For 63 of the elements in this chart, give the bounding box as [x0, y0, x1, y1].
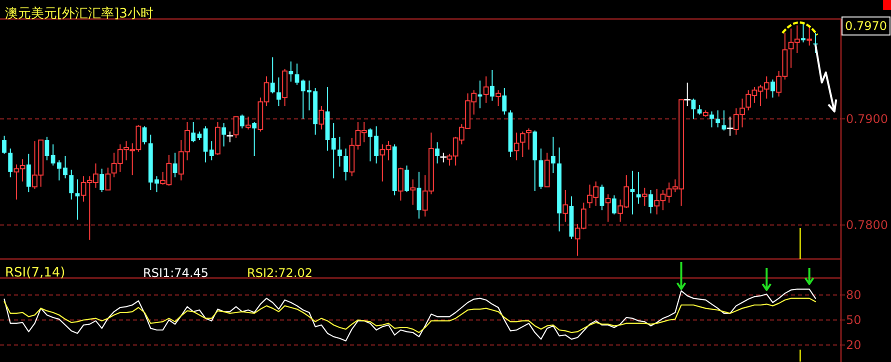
candlestick: [490, 69, 494, 102]
candlestick: [276, 76, 281, 107]
candlestick: [100, 168, 104, 193]
candlestick: [338, 136, 342, 168]
candlestick: [398, 167, 404, 202]
candlestick: [203, 126, 208, 163]
annotation: RSI1:74.45: [143, 266, 209, 280]
candlestick: [483, 76, 489, 104]
y-tick-label: 0.7800: [846, 218, 888, 232]
candlestick: [600, 184, 604, 211]
candlestick: [105, 167, 111, 190]
candlestick: [331, 122, 336, 179]
line-series: [4, 298, 816, 334]
candlestick: [69, 169, 74, 200]
candlestick: [288, 60, 294, 82]
candlestick: [318, 106, 324, 130]
candlestick: [605, 194, 611, 222]
candlestick: [26, 153, 31, 193]
candlestick: [270, 56, 275, 94]
candlestick: [691, 98, 696, 120]
candlestick: [806, 24, 812, 46]
candlestick: [562, 189, 568, 222]
candlestick: [496, 90, 501, 107]
text: 0.7970: [845, 19, 887, 33]
y-tick-label: 50: [846, 313, 862, 327]
candlestick: [344, 148, 348, 181]
candlestick: [642, 187, 648, 206]
candlestick: [716, 110, 720, 128]
y-tick-label: 20: [846, 338, 862, 352]
candlestick: [770, 79, 775, 98]
chart-title: RSI(7,14): [5, 266, 66, 280]
candlestick: [801, 22, 806, 43]
candlestick: [514, 132, 520, 161]
candlestick: [75, 178, 80, 220]
candlestick: [222, 122, 226, 147]
candlestick: [44, 136, 50, 161]
chart-title: 澳元美元[外汇汇率]3小时: [5, 6, 154, 22]
candlestick: [233, 116, 239, 138]
candlestick: [172, 152, 178, 178]
candlestick: [246, 116, 251, 130]
candlestick: [240, 114, 244, 129]
candlestick: [404, 165, 409, 193]
candlestick: [612, 194, 616, 215]
line-series: [4, 288, 816, 342]
candlestick: [526, 128, 532, 150]
y-tick-label: 0.7900: [846, 112, 888, 126]
candlestick: [410, 178, 416, 206]
candlestick: [435, 142, 440, 164]
candlestick: [252, 122, 257, 156]
candlestick: [550, 136, 556, 174]
candlestick: [636, 171, 641, 204]
candlestick: [502, 88, 507, 116]
candlestick: [722, 110, 726, 132]
candlestick: [8, 148, 13, 178]
candlestick: [2, 135, 6, 154]
candlestick: [710, 110, 714, 128]
candlestick: [209, 140, 214, 161]
candlestick: [294, 63, 300, 86]
candlestick: [416, 171, 422, 220]
y-tick-label: 80: [846, 288, 862, 302]
candlestick: [648, 189, 653, 214]
candlestick: [520, 131, 526, 158]
annotation: RSI2:72.02: [247, 266, 313, 280]
